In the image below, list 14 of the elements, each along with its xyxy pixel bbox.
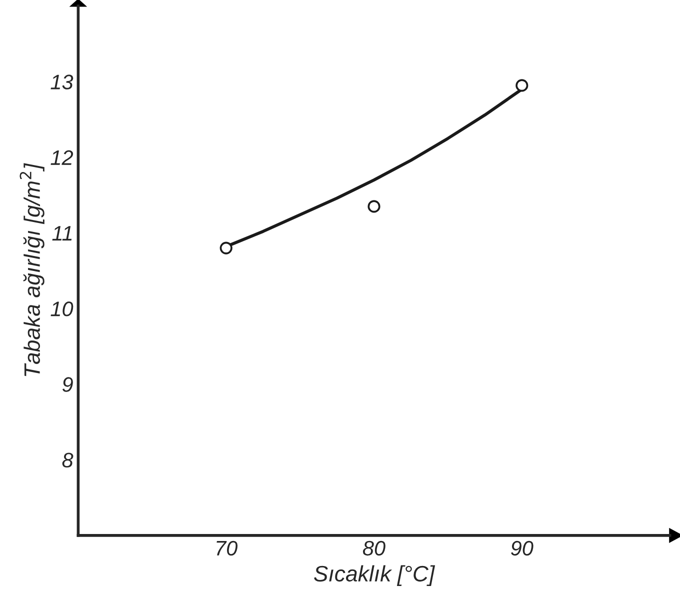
point	[516, 79, 528, 92]
x-tick-label: 70	[216, 540, 238, 556]
y-tick-label: 10	[50, 302, 74, 316]
y-tick-label: 9	[62, 377, 73, 392]
y-axis-title: Tabaka ağırlığı [g/m$^{2}$]	[20, 163, 44, 376]
y-tick-label: 13	[50, 74, 74, 90]
x-axis-title: Sıcaklık [°C]	[314, 565, 436, 586]
point	[220, 242, 232, 254]
y-tick-label: 11	[52, 226, 72, 240]
y-tick-label: 8	[62, 452, 74, 468]
point	[368, 200, 380, 213]
x-tick-label: 80	[362, 540, 386, 556]
y-tick-label: 12	[50, 150, 74, 165]
x-tick-label: 90	[511, 540, 534, 556]
